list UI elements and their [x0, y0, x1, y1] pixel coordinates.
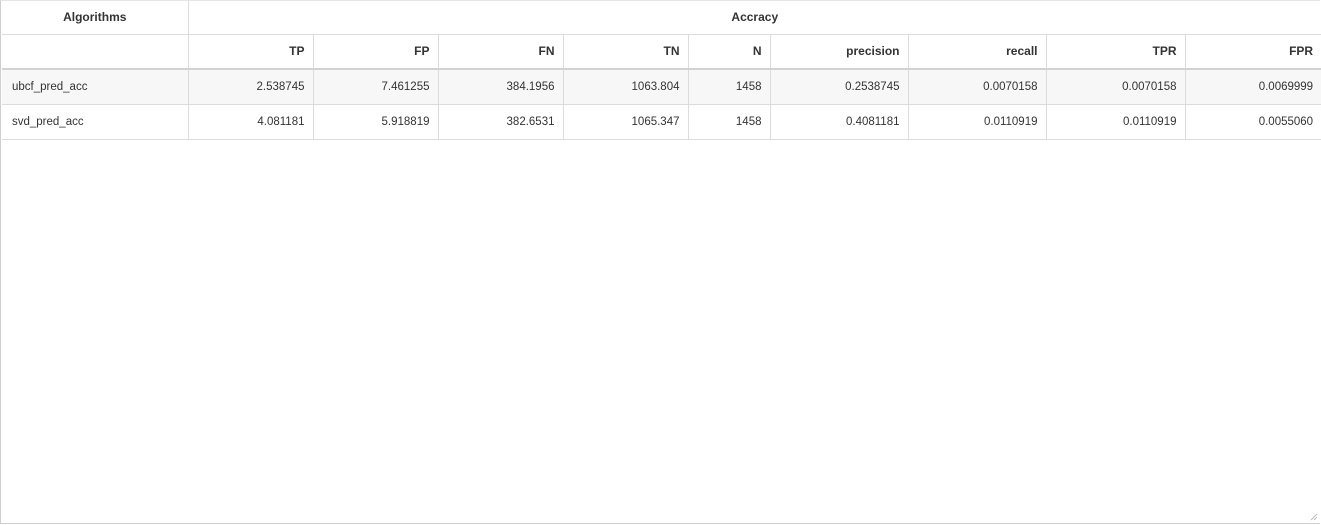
- results-table: Algorithms Accracy TP FP FN TN N precisi…: [2, 1, 1321, 140]
- column-header-tp[interactable]: TP: [188, 34, 314, 70]
- table-cell: 0.0069999: [1185, 69, 1321, 105]
- resize-grip-icon[interactable]: [1308, 511, 1318, 521]
- table-cell: 0.0055060: [1185, 104, 1321, 140]
- table-cell: 0.2538745: [770, 69, 909, 105]
- table-cell: 0.0110919: [908, 104, 1047, 140]
- table-row: ubcf_pred_acc 2.538745 7.461255 384.1956…: [2, 69, 1321, 105]
- table-cell: 0.4081181: [770, 104, 909, 140]
- table-cell: 384.1956: [438, 69, 564, 105]
- table-cell: 7.461255: [313, 69, 439, 105]
- table-cell: 2.538745: [188, 69, 314, 105]
- column-header-fn[interactable]: FN: [438, 34, 564, 70]
- column-header-fp[interactable]: FP: [313, 34, 439, 70]
- accuracy-header: Accracy: [188, 1, 1321, 35]
- column-header-blank: [2, 34, 189, 70]
- table-cell: 1458: [688, 69, 771, 105]
- column-header-n[interactable]: N: [688, 34, 771, 70]
- row-name-cell: svd_pred_acc: [2, 104, 189, 140]
- table-cell: 5.918819: [313, 104, 439, 140]
- column-header-tpr[interactable]: TPR: [1046, 34, 1186, 70]
- row-name-cell: ubcf_pred_acc: [2, 69, 189, 105]
- table-cell: 1065.347: [563, 104, 689, 140]
- table-cell: 0.0070158: [908, 69, 1047, 105]
- algorithms-header: Algorithms: [2, 1, 189, 35]
- table-cell: 1063.804: [563, 69, 689, 105]
- table-cell: 4.081181: [188, 104, 314, 140]
- group-header-row: Algorithms Accracy: [2, 1, 1321, 35]
- table-cell: 1458: [688, 104, 771, 140]
- column-header-row: TP FP FN TN N precision recall TPR FPR: [2, 34, 1321, 70]
- column-header-fpr[interactable]: FPR: [1185, 34, 1321, 70]
- table-row: svd_pred_acc 4.081181 5.918819 382.6531 …: [2, 104, 1321, 140]
- table-cell: 0.0070158: [1046, 69, 1186, 105]
- table-cell: 382.6531: [438, 104, 564, 140]
- table-cell: 0.0110919: [1046, 104, 1186, 140]
- column-header-tn[interactable]: TN: [563, 34, 689, 70]
- column-header-recall[interactable]: recall: [908, 34, 1047, 70]
- column-header-precision[interactable]: precision: [770, 34, 909, 70]
